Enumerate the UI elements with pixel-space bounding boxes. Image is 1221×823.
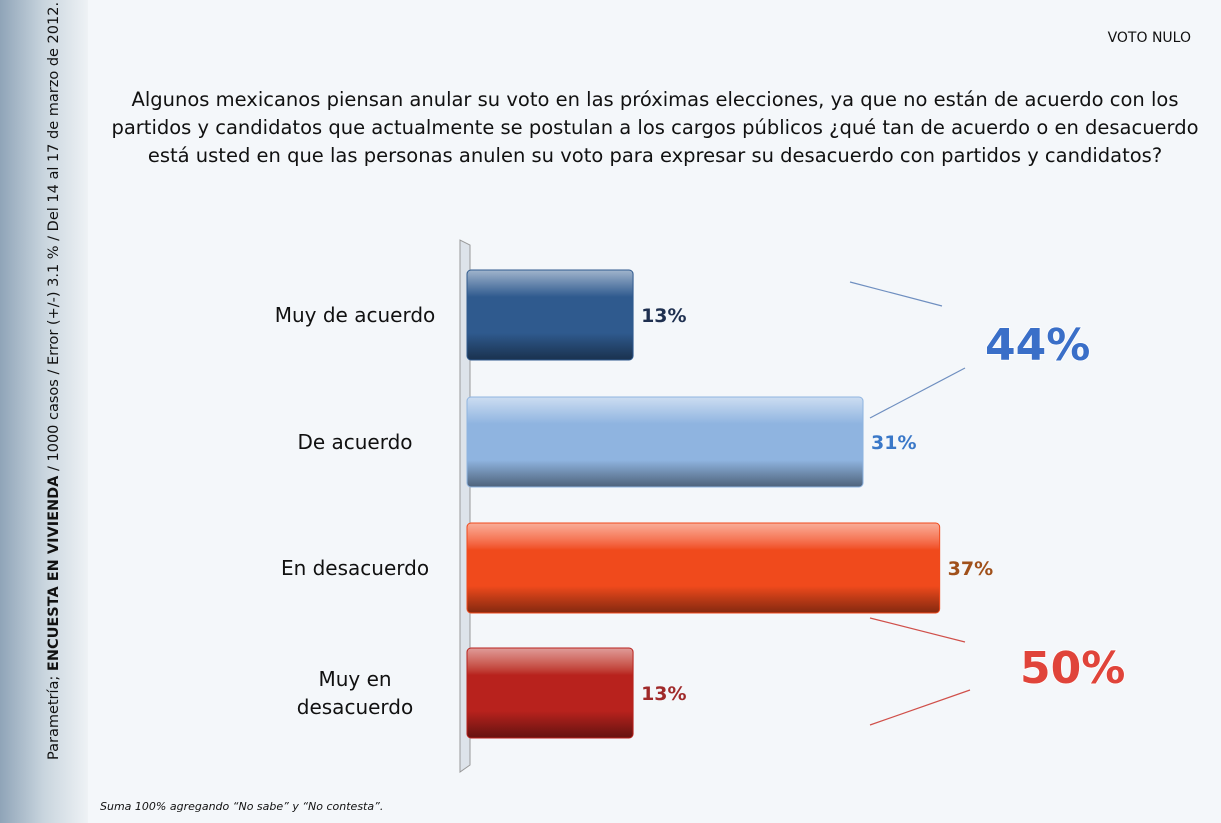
chart-title: Algunos mexicanos piensan anular su voto… — [111, 88, 1199, 167]
category-label: Muy en desacuerdo — [296, 667, 414, 719]
bar — [466, 269, 634, 361]
source: Parametría; ENCUESTA EN VIVIENDA / 1000 … — [46, 2, 62, 760]
value-label: 13% — [641, 683, 686, 705]
bar — [466, 396, 864, 488]
annotation: 50% — [1020, 643, 1125, 694]
value-label: 31% — [871, 432, 916, 454]
value-label: 37% — [948, 558, 993, 580]
bar — [466, 647, 634, 739]
annotation: 44% — [985, 320, 1090, 371]
value-label: 13% — [641, 305, 686, 327]
category-label: De acuerdo — [297, 430, 413, 454]
corner-label: VOTO NULO — [1107, 30, 1191, 46]
annotation-lines-red — [869, 617, 971, 726]
category-label: En desacuerdo — [280, 556, 430, 580]
side-strip — [0, 0, 88, 823]
bar — [466, 522, 941, 614]
footnote: Suma 100% agregando “No sabe” y “No cont… — [100, 800, 384, 813]
source-bold: ENCUESTA EN VIVIENDA — [46, 475, 62, 672]
source-prefix: Parametría; — [46, 671, 62, 760]
annotation-lines-blue — [849, 281, 966, 419]
source-rest: / 1000 casos / Error (+/-) 3.1 % / Del 1… — [46, 1, 62, 476]
category-label: Muy de acuerdo — [274, 303, 436, 327]
axis-wall — [459, 239, 471, 773]
